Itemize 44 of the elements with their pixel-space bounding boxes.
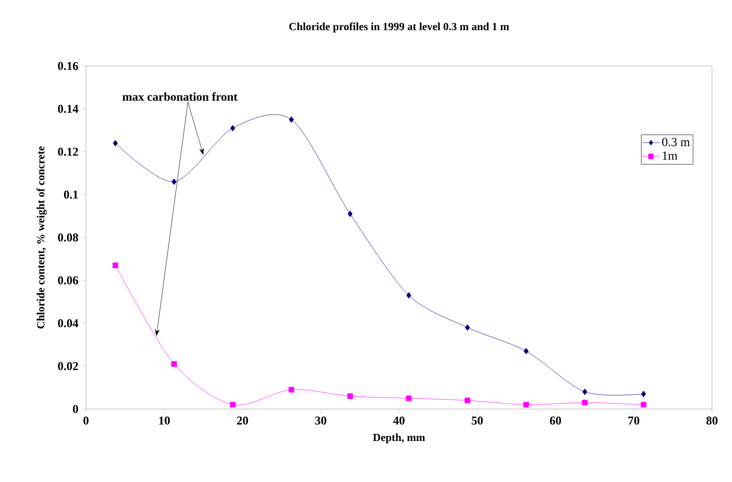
point — [347, 393, 353, 399]
point — [464, 398, 470, 404]
point — [172, 178, 176, 185]
y-tick-label: 0 — [72, 404, 78, 414]
point — [406, 395, 412, 402]
x-axis-title: Depth, mm — [373, 433, 425, 444]
point — [112, 262, 118, 268]
point — [230, 402, 236, 408]
y-tick-label: 0.12 — [58, 148, 78, 156]
legend-label: 0.3 m — [662, 138, 690, 146]
point — [523, 402, 529, 408]
point — [640, 402, 646, 408]
point — [582, 388, 588, 396]
x-tick-label: 80 — [706, 416, 718, 425]
point — [641, 390, 646, 398]
y-axis-title: Chloride content, % weight of concrete — [36, 146, 47, 328]
x-tick-label: 10 — [159, 416, 170, 425]
x-tick-label: 50 — [472, 416, 483, 425]
point — [288, 116, 294, 123]
y-tick-label: 0.14 — [58, 104, 78, 113]
annotation: max carbonation front — [122, 92, 238, 101]
x-tick-label: 30 — [315, 416, 326, 425]
point — [348, 210, 353, 218]
x-tick-label: 0 — [83, 416, 89, 425]
legend-label: 1m — [662, 152, 678, 160]
point — [171, 361, 177, 367]
y-tick-label: 0.08 — [58, 233, 78, 242]
y-tick-label: 0.06 — [58, 276, 78, 284]
x-tick-label: 60 — [550, 416, 562, 425]
chart-title: Chloride profiles in 1999 at level 0.3 m and 1 m — [289, 22, 510, 32]
point — [524, 348, 529, 354]
point — [465, 324, 470, 331]
x-tick-label: 40 — [393, 416, 405, 425]
x-tick-label: 70 — [628, 416, 640, 425]
y-tick-label: 0.02 — [58, 362, 78, 370]
y-tick-label: 0.1 — [64, 190, 78, 199]
y-tick-label: 0.16 — [58, 62, 78, 70]
point — [406, 292, 412, 299]
y-tick-label: 0.04 — [58, 319, 78, 328]
point — [112, 140, 118, 146]
point — [230, 124, 236, 132]
point — [288, 386, 294, 393]
point — [582, 400, 588, 406]
x-tick-label: 20 — [237, 416, 248, 425]
